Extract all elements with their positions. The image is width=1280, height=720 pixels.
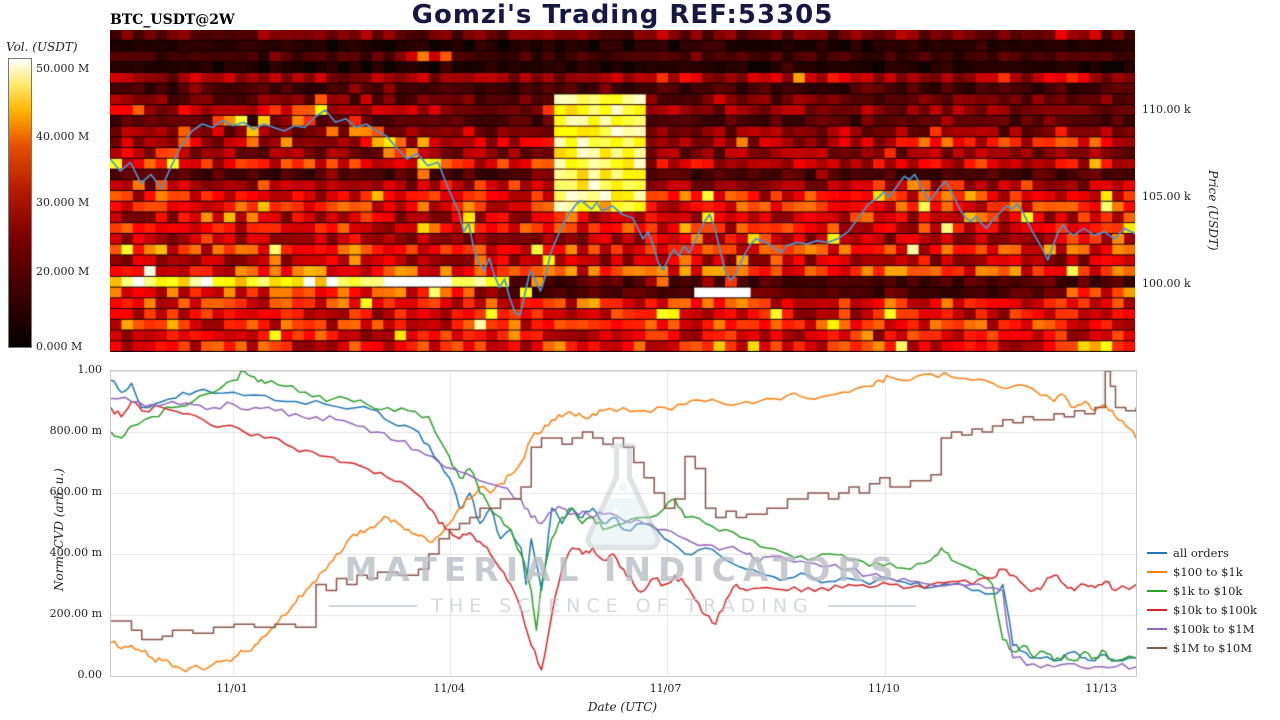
colorbar-tick-label: 0.000 M [36,340,83,353]
date-tick-label: 11/04 [433,682,466,695]
date-axis-label: Date (UTC) [587,700,658,714]
legend-item: $1k to $10k [1147,581,1257,600]
price-tick-label: 110.00 k [1142,103,1191,117]
date-tick-label: 11/10 [868,682,900,695]
legend-label: all orders [1173,545,1229,560]
cvd-tick-label: 1.00 [77,363,103,376]
legend-swatch [1147,589,1167,592]
date-tick-label: 11/01 [216,682,248,695]
legend-swatch [1147,646,1167,649]
date-tick-label: 11/13 [1085,682,1118,695]
legend-swatch [1147,608,1167,611]
colorbar-tick-label: 20.000 M [36,265,90,279]
price-tick-label: 100.00 k [1142,277,1191,291]
colorbar-tick-label: 30.000 M [36,196,90,209]
price-axis-label: Price (USDT) [1206,169,1220,251]
legend-item: all orders [1147,543,1257,562]
legend-label: $100 to $1k [1173,564,1243,579]
legend-label: $10k to $100k [1173,602,1258,617]
legend-item: $100 to $1k [1147,562,1257,581]
price-volume-heatmap [110,30,1135,352]
price-tick-label: 105.00 k [1142,190,1191,204]
cvd-tick-label: 800.00 m [49,424,102,437]
cvd-line-chart [110,370,1137,677]
cvd-axis-label: Norm. CVD (arb. u.) [52,468,66,592]
legend-label: $100k to $1M [1173,621,1255,636]
legend-item: $100k to $1M [1147,619,1257,638]
colorbar-label: Vol. (USDT) [6,40,78,54]
legend-swatch [1147,551,1167,554]
legend-label: $1k to $10k [1173,583,1243,598]
legend-swatch [1147,627,1167,630]
legend-item: $10k to $100k [1147,600,1257,619]
cvd-tick-label: 600.00 m [49,485,102,498]
colorbar-tick-label: 40.000 M [36,129,90,143]
legend-swatch [1147,570,1167,573]
cvd-tick-label: 0.00 [77,668,103,681]
volume-colorbar [8,58,32,348]
cvd-tick-label: 200.00 m [49,607,102,620]
cvd-legend: all orders $100 to $1k $1k to $10k $10k to … [1147,543,1257,657]
page-title: Gomzi's Trading REF:53305 [411,0,834,30]
date-tick-label: 11/07 [649,682,682,695]
legend-item: $1M to $10M [1147,638,1257,657]
legend-label: $1M to $10M [1173,640,1252,655]
instrument-label: BTC_USDT@2W [110,12,235,28]
colorbar-tick-label: 50.000 M [36,62,90,76]
cvd-tick-label: 400.00 m [49,546,102,559]
